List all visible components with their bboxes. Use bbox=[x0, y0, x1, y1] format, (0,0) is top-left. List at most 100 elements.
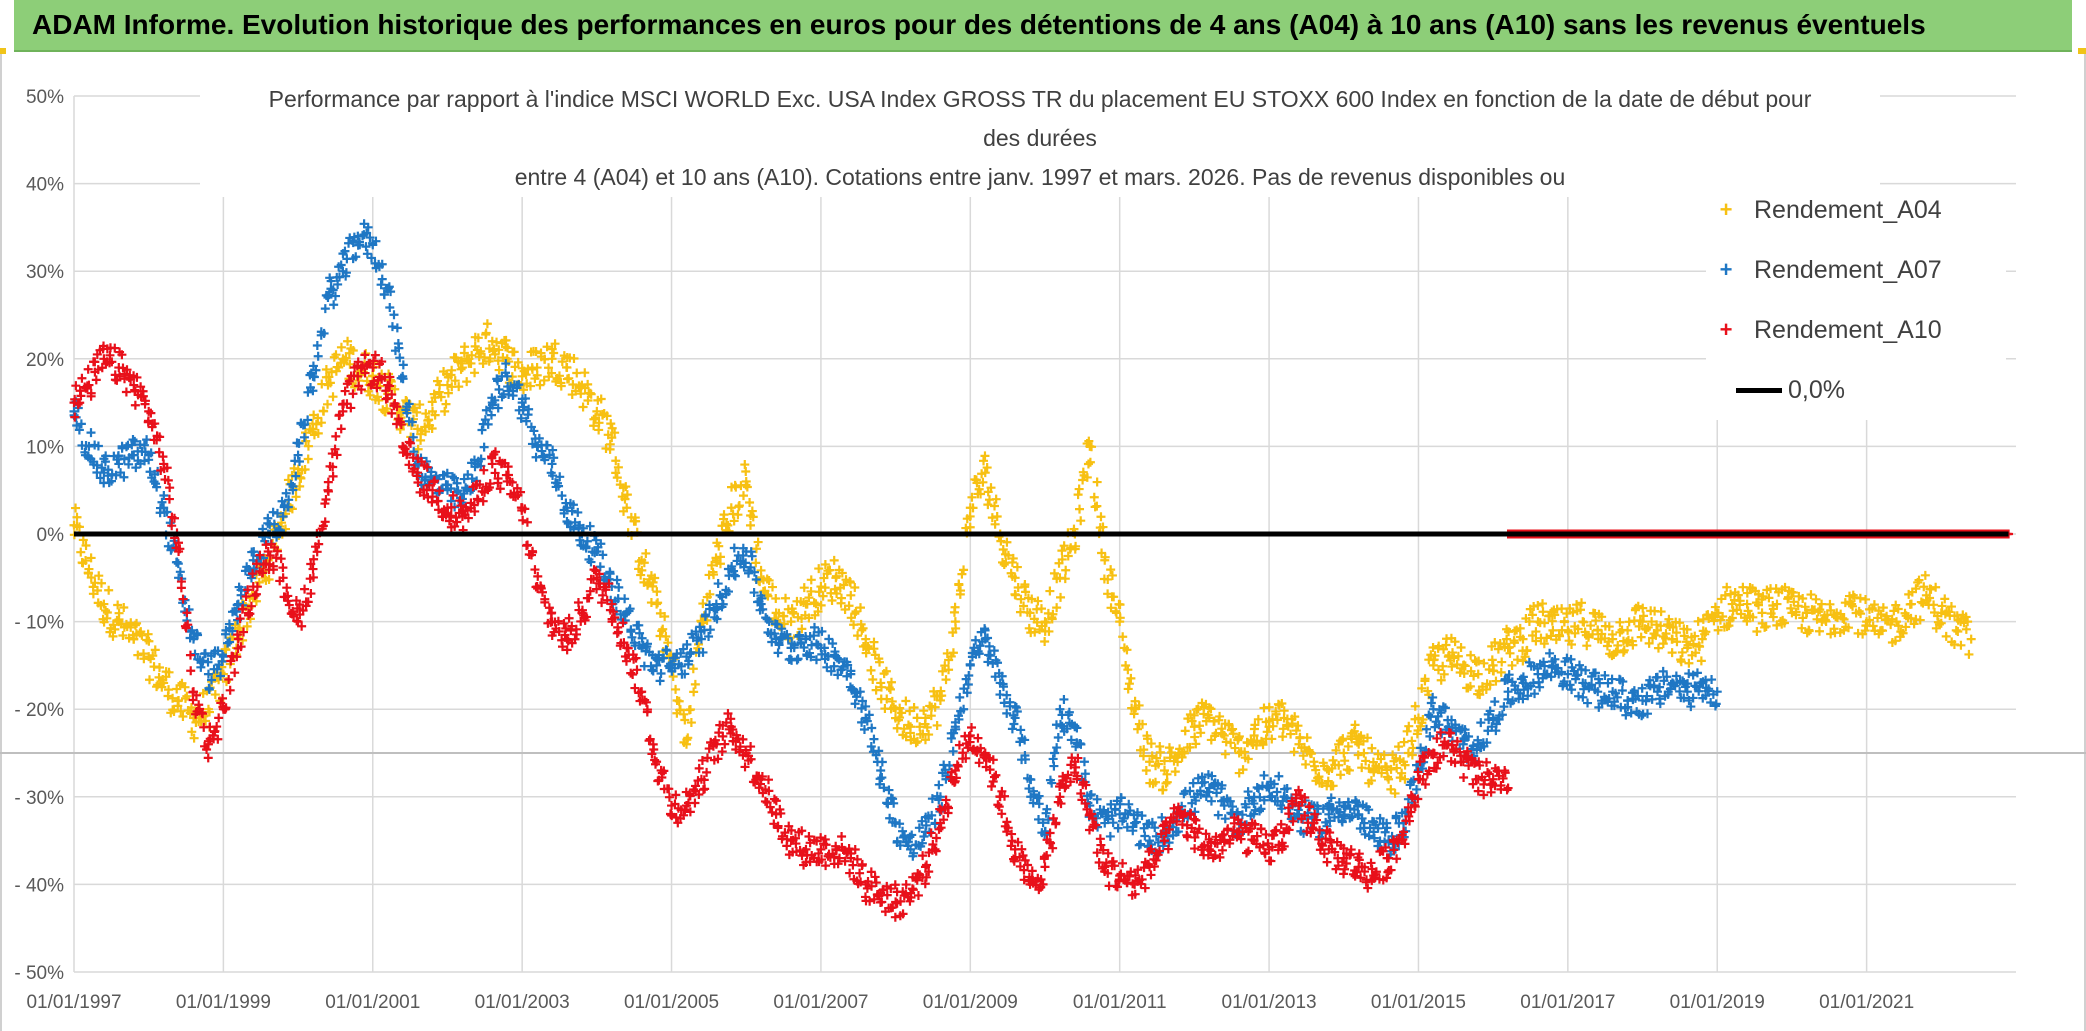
series-a04-point bbox=[1966, 634, 1976, 644]
series-a04-point bbox=[1367, 743, 1377, 753]
series-a04-point bbox=[926, 711, 936, 721]
series-a04-point bbox=[903, 720, 913, 730]
series-a04-point bbox=[145, 675, 155, 685]
series-a04-point bbox=[1078, 475, 1088, 485]
series-a04-point bbox=[1076, 516, 1086, 526]
series-a07-point bbox=[1124, 799, 1134, 809]
series-a07-point bbox=[1009, 719, 1019, 729]
series-a04-point bbox=[764, 575, 774, 585]
series-a04-point bbox=[1951, 625, 1961, 635]
series-a04-point bbox=[1253, 714, 1263, 724]
series-a04-point bbox=[1096, 512, 1106, 522]
series-a04-point bbox=[820, 559, 830, 569]
series-a04-point bbox=[1115, 600, 1125, 610]
series-a04-point bbox=[1008, 553, 1018, 563]
series-a04-point bbox=[1002, 537, 1012, 547]
series-a07-point bbox=[121, 442, 131, 452]
chart-legend: + Rendement_A04 + Rendement_A07 + Rendem… bbox=[1706, 185, 2006, 420]
series-a04-point bbox=[1071, 541, 1081, 551]
series-a10-point bbox=[323, 477, 333, 487]
series-a04-point bbox=[708, 567, 718, 577]
series-a10-point bbox=[328, 471, 338, 481]
series-a04-point bbox=[331, 350, 341, 360]
series-a04-point bbox=[1012, 562, 1022, 572]
series-a07-point bbox=[1053, 733, 1063, 742]
series-a04-point bbox=[118, 631, 128, 641]
series-a04-point bbox=[781, 593, 791, 603]
series-a10-point bbox=[987, 781, 997, 791]
y-tick-label: - 10% bbox=[14, 613, 64, 634]
series-a04-point bbox=[1964, 649, 1974, 659]
series-a07-point bbox=[493, 376, 503, 386]
legend-item-zero: 0,0% bbox=[1736, 370, 1845, 410]
series-a04-point bbox=[1179, 748, 1189, 758]
series-a04-point bbox=[897, 708, 907, 718]
series-a04-point bbox=[1293, 721, 1303, 731]
series-a07-point bbox=[486, 410, 496, 420]
series-a04-point bbox=[473, 333, 483, 343]
series-a04-point bbox=[583, 379, 593, 389]
series-a04-point bbox=[661, 632, 671, 642]
series-a04-point bbox=[1538, 599, 1548, 609]
series-a04-point bbox=[974, 484, 984, 494]
series-a04-point bbox=[636, 570, 646, 580]
series-a04-point bbox=[168, 705, 178, 715]
series-a04-point bbox=[1098, 522, 1108, 532]
series-a04-point bbox=[300, 464, 310, 474]
series-a04-point bbox=[1941, 631, 1951, 641]
corner-accent-left bbox=[0, 48, 6, 54]
series-a04-point bbox=[733, 510, 743, 520]
x-tick-label: 01/01/2001 bbox=[325, 992, 420, 1013]
series-a04-point bbox=[689, 687, 699, 697]
series-a04-point bbox=[1489, 666, 1499, 676]
series-a04-point bbox=[557, 357, 567, 367]
series-a04-point bbox=[1063, 551, 1073, 561]
series-a04-points bbox=[69, 319, 1976, 798]
series-a10-point bbox=[278, 563, 288, 573]
series-a04-point bbox=[550, 339, 560, 349]
series-a10-point bbox=[1322, 857, 1332, 867]
series-a04-point bbox=[532, 370, 542, 380]
series-a04-point bbox=[668, 672, 678, 682]
series-a04-point bbox=[650, 573, 660, 583]
series-a04-point bbox=[1146, 739, 1156, 749]
series-a04-point bbox=[884, 683, 894, 693]
series-a04-point bbox=[525, 381, 535, 391]
series-a04-point bbox=[1036, 604, 1046, 614]
series-a04-point bbox=[589, 421, 599, 431]
series-a04-point bbox=[1019, 601, 1029, 611]
series-a04-point bbox=[382, 404, 392, 414]
series-a04-point bbox=[1920, 570, 1930, 580]
series-a04-point bbox=[1199, 709, 1209, 719]
series-a04-point bbox=[1158, 785, 1168, 795]
series-a04-point bbox=[521, 370, 531, 380]
y-tick-label: - 40% bbox=[14, 875, 64, 896]
series-a04-point bbox=[1016, 594, 1026, 604]
series-a04-point bbox=[1180, 726, 1190, 736]
series-a04-point bbox=[820, 583, 830, 593]
series-a04-point bbox=[1022, 607, 1032, 617]
series-a04-point bbox=[1133, 724, 1143, 734]
series-a04-point bbox=[938, 666, 948, 676]
series-a04-point bbox=[421, 427, 431, 437]
series-a04-point bbox=[1336, 770, 1346, 780]
series-a07-point bbox=[542, 440, 552, 450]
series-a10-point bbox=[1392, 854, 1402, 864]
series-a04-point bbox=[1624, 617, 1634, 627]
series-a04-point bbox=[1041, 618, 1051, 628]
series-a07-point bbox=[312, 340, 322, 350]
series-a10-point bbox=[282, 583, 292, 593]
series-a04-point bbox=[1339, 748, 1349, 758]
series-a04-point bbox=[1277, 698, 1287, 708]
chart-title: Performance par rapport à l'indice MSCI … bbox=[200, 80, 1880, 197]
series-a04-point bbox=[325, 378, 335, 388]
series-a04-point bbox=[1301, 759, 1311, 769]
series-a07-point bbox=[1655, 699, 1665, 709]
series-a04-point bbox=[1040, 637, 1050, 647]
x-tick-label: 01/01/2021 bbox=[1819, 992, 1914, 1013]
series-a04-point bbox=[1307, 749, 1317, 759]
series-a07-point bbox=[1016, 725, 1026, 735]
series-a04-point bbox=[1653, 643, 1663, 653]
series-a10-point bbox=[690, 798, 700, 808]
series-a04-point bbox=[1271, 706, 1281, 716]
